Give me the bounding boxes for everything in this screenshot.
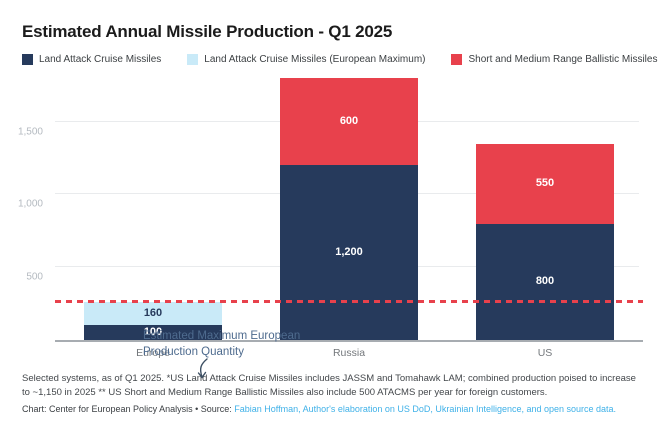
footnote-text: Selected systems, as of Q1 2025. *US Lan…	[22, 373, 636, 399]
bar-segment: 160	[84, 302, 222, 326]
bar-segment: 550	[476, 143, 614, 224]
plot-area: Estimated Maximum European Production Qu…	[18, 78, 643, 379]
x-axis-label: US	[537, 347, 553, 359]
chart-title: Estimated Annual Missile Production - Q1…	[22, 22, 393, 41]
y-axis-tick-label: 1,500	[17, 126, 43, 138]
legend-label: Land Attack Cruise Missiles	[39, 54, 162, 65]
y-axis-tick-label: 1,000	[17, 198, 43, 210]
bar-us: 800 550	[476, 143, 614, 340]
curved-arrow-icon	[197, 358, 208, 379]
bar-value-label: 1,200	[335, 246, 363, 259]
annotation-line-2: Production Quantity	[143, 345, 245, 358]
reference-line	[55, 300, 643, 304]
legend-label: Land Attack Cruise Missiles (European Ma…	[204, 54, 426, 65]
bar-segment: 600	[280, 78, 418, 166]
bar-value-label: 550	[535, 177, 555, 190]
source-link[interactable]: Fabian Hoffman, Author's elaboration on …	[234, 404, 617, 414]
annotation-line-1: Estimated Maximum European	[143, 330, 301, 342]
bar-value-label: 160	[143, 307, 163, 320]
legend-swatch-icon	[451, 54, 463, 65]
bar-russia: 1,200 600	[280, 78, 418, 340]
y-axis-tick-label: 500	[26, 271, 43, 283]
x-axis-label: Europe	[136, 347, 170, 359]
bar-europe: 100 160	[84, 302, 222, 340]
bars-container: 100 160 1,200 600 800 550	[55, 78, 643, 340]
x-axis-labels: Europe Russia US	[55, 347, 643, 359]
legend-item: Land Attack Cruise Missiles	[22, 54, 161, 65]
legend-item: Land Attack Cruise Missiles (European Ma…	[187, 54, 425, 65]
bar-segment: 800	[476, 223, 614, 340]
legend-label: Short and Medium Range Ballistic Missile…	[468, 54, 658, 65]
x-axis-label: Russia	[332, 347, 366, 359]
bar-value-label: 800	[535, 275, 555, 288]
legend-swatch-icon	[22, 54, 33, 65]
credit-line: Chart: Center for European Policy Analys…	[22, 404, 616, 414]
credit-prefix: Chart: Center for European Policy Analys…	[22, 404, 235, 414]
bar-segment: 100	[84, 325, 222, 340]
reference-line-annotation: Estimated Maximum European Production Qu…	[143, 329, 300, 360]
chart-legend: Land Attack Cruise Missiles Land Attack C…	[22, 54, 657, 65]
bar-value-label: 600	[339, 115, 359, 128]
bar-segment: 1,200	[280, 165, 418, 340]
bar-value-label: 100	[143, 326, 163, 339]
legend-item: Short and Medium Range Ballistic Missile…	[451, 54, 657, 65]
legend-swatch-icon	[187, 54, 199, 65]
